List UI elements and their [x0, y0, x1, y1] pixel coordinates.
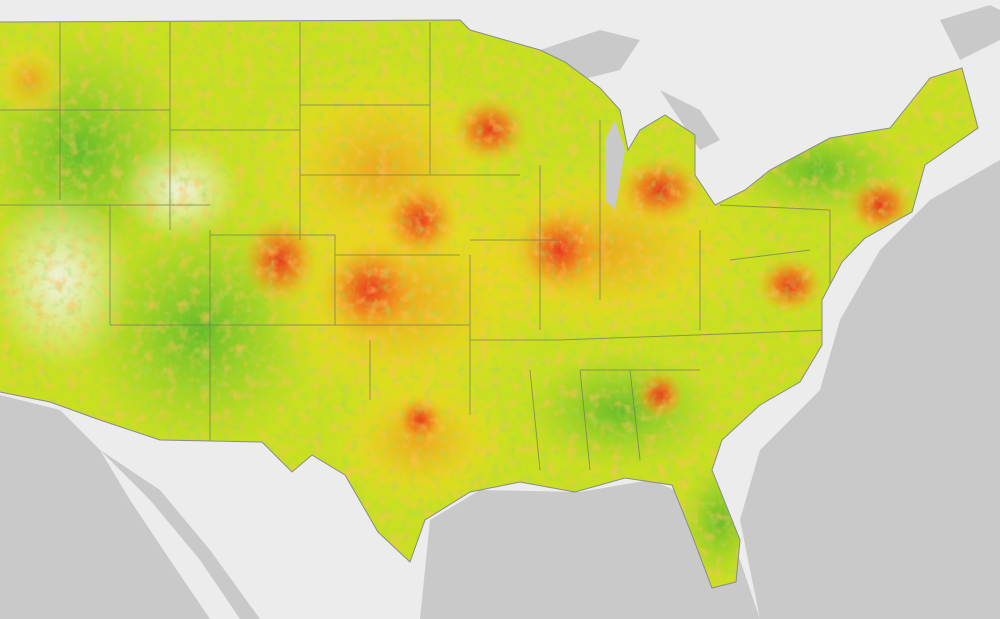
state-borders: [0, 22, 831, 471]
lake-huron: [660, 90, 720, 150]
saint-lawrence: [940, 5, 1000, 60]
gulf-of-mexico: [420, 480, 760, 619]
gulf-of-california: [100, 450, 260, 619]
atlantic-ocean: [740, 160, 1000, 619]
us-outline: [0, 19, 979, 589]
pacific-ocean: [0, 395, 210, 619]
lake-michigan: [605, 120, 625, 210]
